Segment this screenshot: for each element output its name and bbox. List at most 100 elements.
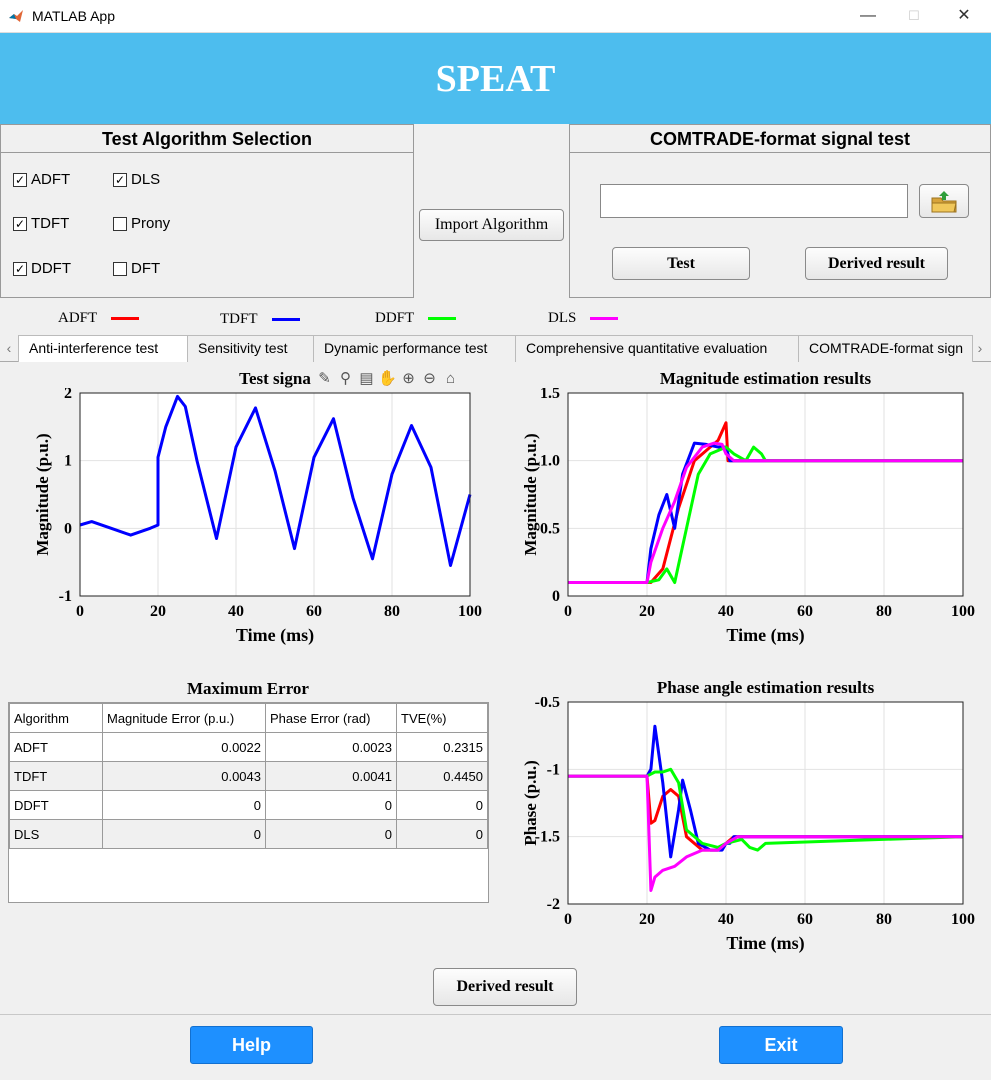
legend-line-magenta — [590, 317, 619, 320]
table-cell[interactable]: ADFT — [9, 732, 103, 762]
brush-icon[interactable]: ⚲ — [340, 370, 351, 387]
checkbox-label: Prony — [131, 215, 171, 232]
x-tick-label: 40 — [718, 603, 734, 620]
legend-line-blue — [271, 318, 300, 321]
table-cell[interactable]: DDFT — [9, 790, 103, 820]
home-icon[interactable]: ⌂ — [445, 370, 456, 387]
table-cell[interactable]: 0.0022 — [102, 732, 266, 762]
table-cell[interactable]: 0.2315 — [396, 732, 488, 762]
pan-icon[interactable]: ✋ — [378, 370, 397, 387]
y-tick-label: 0 — [64, 520, 72, 537]
checkbox-dft[interactable]: DFT — [113, 260, 160, 277]
comtrade-path-input[interactable] — [600, 184, 908, 218]
maximize-button[interactable]: ☐ — [908, 8, 920, 23]
legend-label: DLS — [548, 310, 577, 326]
table-cell[interactable]: 0.0041 — [265, 761, 397, 791]
column-header[interactable]: TVE(%) — [396, 703, 488, 733]
table-cell[interactable]: 0.4450 — [396, 761, 488, 791]
column-header[interactable]: Phase Error (rad) — [265, 703, 397, 733]
import-algorithm-button[interactable]: Import Algorithm — [419, 209, 564, 241]
table-cell[interactable]: 0 — [265, 790, 397, 820]
y-tick-label: -2 — [547, 896, 560, 913]
x-tick-label: 80 — [876, 603, 892, 620]
tab-sensitivity[interactable]: Sensitivity test — [187, 335, 314, 362]
y-tick-label: 1 — [64, 453, 72, 470]
zoom-in-icon[interactable]: ⊕ — [402, 370, 415, 387]
table-cell[interactable]: 0 — [102, 790, 266, 820]
comtrade-derived-result-button[interactable]: Derived result — [805, 247, 948, 280]
minimize-button[interactable]: — — [860, 7, 876, 24]
zoom-out-icon[interactable]: ⊖ — [423, 370, 436, 387]
table-row: TDFT 0.0043 0.0041 0.4450 — [9, 761, 488, 791]
series-line-ddft — [568, 445, 963, 584]
exit-button[interactable]: Exit — [719, 1026, 843, 1064]
x-tick-label: 0 — [564, 911, 572, 928]
column-header[interactable]: Magnitude Error (p.u.) — [102, 703, 266, 733]
export-icon[interactable]: ✎ — [318, 370, 331, 387]
tab-scroll-right-icon[interactable]: › — [977, 340, 983, 356]
tab-comtrade-signal[interactable]: COMTRADE-format sign — [798, 335, 973, 362]
x-tick-label: 100 — [951, 603, 975, 620]
checkbox-label: DFT — [131, 260, 161, 277]
legend-line-green — [428, 317, 457, 320]
x-axis-label: Time (ms) — [726, 933, 804, 954]
y-tick-label: 0 — [552, 588, 560, 605]
table-cell[interactable]: DLS — [9, 819, 103, 849]
table-cell[interactable]: 0.0043 — [102, 761, 266, 791]
phase-chart-title: Phase angle estimation results — [656, 678, 875, 697]
table-cell[interactable]: 0.0023 — [265, 732, 397, 762]
plot-frame — [79, 392, 471, 597]
y-axis-label: Phase (p.u.) — [521, 760, 540, 845]
checkbox-tdft[interactable]: ✓ TDFT — [13, 215, 69, 232]
table-cell[interactable]: 0 — [396, 790, 488, 820]
unchecked-box — [113, 261, 127, 276]
tab-scroll-left-icon[interactable]: ‹ — [6, 340, 12, 356]
x-tick-label: 0 — [564, 603, 572, 620]
checkbox-prony[interactable]: Prony — [113, 215, 170, 232]
tab-dynamic-performance[interactable]: Dynamic performance test — [313, 335, 516, 362]
x-axis-label: Time (ms) — [726, 625, 804, 646]
max-error-table: Algorithm Magnitude Error (p.u.) Phase E… — [9, 703, 488, 849]
plot-area — [568, 393, 963, 596]
table-cell[interactable]: TDFT — [9, 761, 103, 791]
max-error-table-container: Algorithm Magnitude Error (p.u.) Phase E… — [8, 702, 489, 903]
check-icon: ✓ — [13, 261, 27, 276]
tab-comprehensive-evaluation[interactable]: Comprehensive quantitative evaluation — [515, 335, 799, 362]
y-axis-label: Magnitude (p.u.) — [521, 433, 540, 555]
column-header[interactable]: Algorithm — [9, 703, 103, 733]
close-button[interactable]: ✕ — [957, 7, 971, 24]
plot-frame — [567, 392, 964, 597]
legend-label: DDFT — [375, 310, 415, 326]
x-tick-label: 60 — [797, 603, 813, 620]
datatip-icon[interactable]: ▤ — [359, 370, 374, 387]
table-cell[interactable]: 0 — [396, 819, 488, 849]
tab-anti-interference[interactable]: Anti-interference test — [18, 335, 188, 362]
derived-result-button[interactable]: Derived result — [433, 968, 577, 1006]
y-tick-label: -1 — [59, 588, 72, 605]
table-cell[interactable]: 0 — [265, 819, 397, 849]
checkbox-adft[interactable]: ✓ ADFT — [13, 171, 70, 188]
y-tick-label: -0.5 — [535, 697, 560, 711]
tab-bar: ‹ Anti-interference test Sensitivity tes… — [0, 335, 991, 362]
x-tick-label: 60 — [306, 603, 322, 620]
x-tick-label: 40 — [718, 911, 734, 928]
check-icon: ✓ — [13, 216, 27, 231]
y-tick-label: 1.5 — [540, 388, 560, 402]
x-tick-label: 80 — [384, 603, 400, 620]
phase-chart: 0 20 40 60 80 100 -2 -1.5 -1 -0.5 Time (ms) Phase (… — [521, 697, 975, 954]
help-button[interactable]: Help — [190, 1026, 313, 1064]
app-name: SPEAT — [435, 58, 556, 100]
table-cell[interactable]: 0 — [102, 819, 266, 849]
x-tick-label: 80 — [876, 911, 892, 928]
legend-tdft: TDFT — [220, 311, 300, 328]
y-tick-label: 1.0 — [540, 453, 560, 470]
open-folder-button[interactable] — [919, 184, 969, 218]
y-tick-label: 2 — [64, 388, 72, 402]
checkbox-ddft[interactable]: ✓ DDFT — [13, 260, 71, 277]
comtrade-test-button[interactable]: Test — [612, 247, 750, 280]
series-line-dls — [568, 441, 963, 584]
checkbox-dls[interactable]: ✓ DLS — [113, 171, 160, 188]
series-line-tdft — [79, 394, 472, 567]
checkbox-label: DDFT — [31, 260, 71, 277]
